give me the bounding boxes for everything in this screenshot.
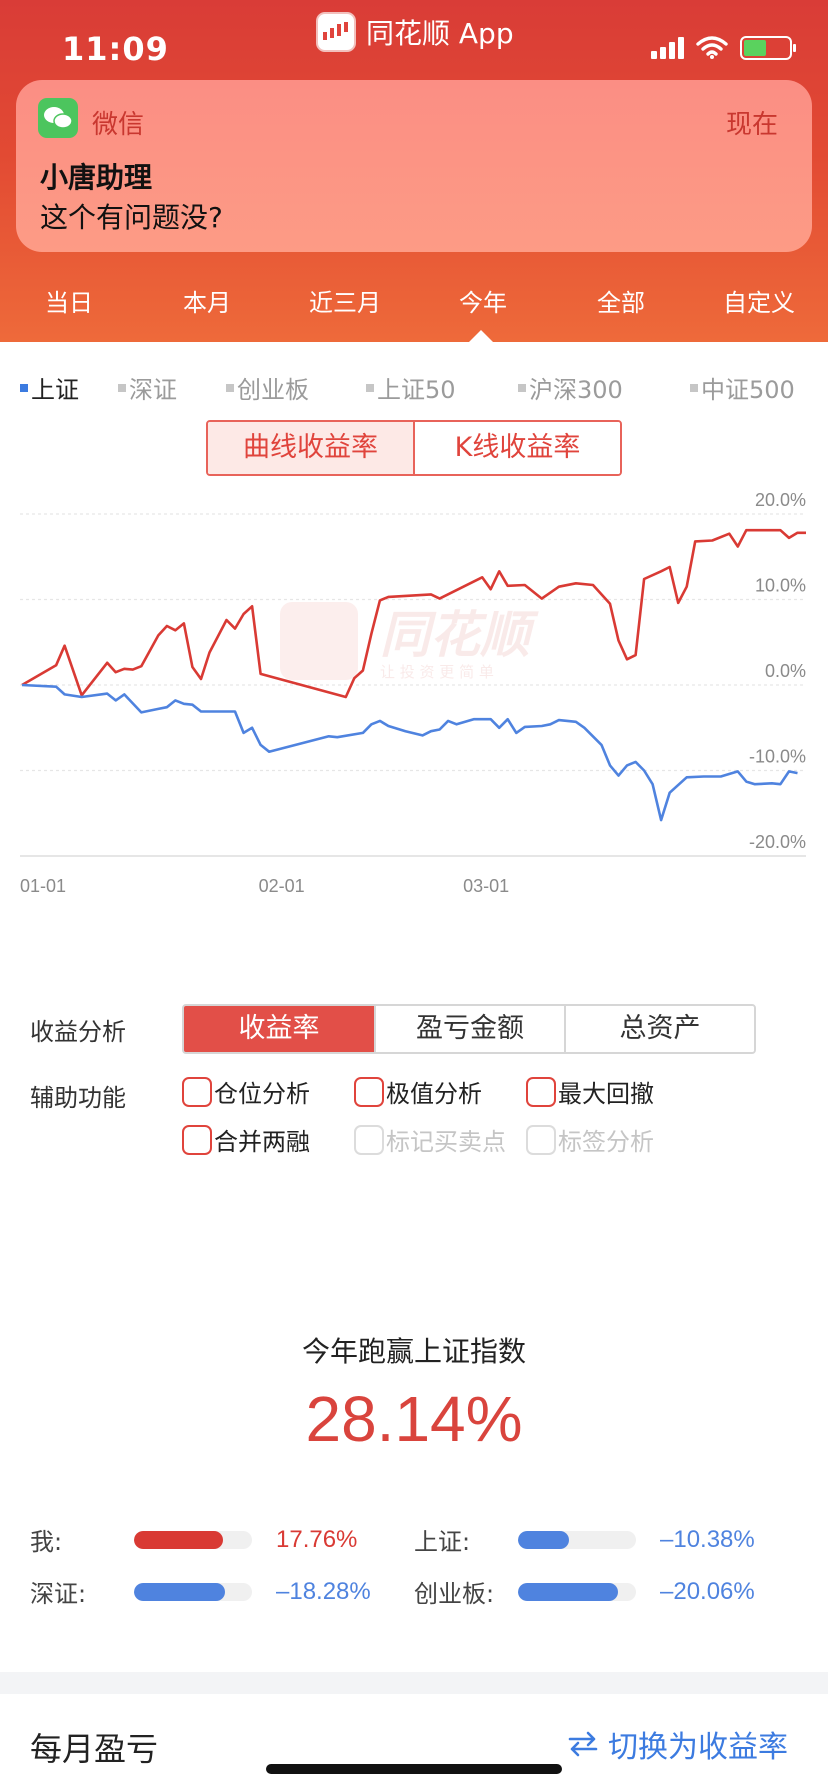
notification-title: 小唐助理 xyxy=(40,161,153,194)
battery-icon xyxy=(740,36,796,60)
outperform-value: 28.14% xyxy=(305,1383,523,1455)
position-analysis-checkbox[interactable]: 仓位分析 xyxy=(182,1074,310,1109)
index-shenzheng[interactable]: 深证 xyxy=(118,370,177,405)
merge-margin-checkbox[interactable]: 合并两融 xyxy=(182,1122,310,1157)
tab-this-year[interactable]: 今年 xyxy=(459,289,507,317)
comparison-bar xyxy=(518,1582,619,1601)
comparison-value: –10.38% xyxy=(660,1525,755,1553)
return-analysis-row: 收益分析 收益率 盈亏金额 总资产 xyxy=(30,1004,756,1054)
comparison-value: 17.76% xyxy=(276,1525,358,1553)
checkbox-icon xyxy=(354,1124,384,1155)
curve-return-button[interactable]: 曲线收益率 xyxy=(208,422,413,474)
wifi-icon xyxy=(696,36,728,59)
index-zz500[interactable]: 中证500 xyxy=(690,370,795,405)
watermark: 同花顺 让 投 资 更 简 单 xyxy=(280,602,539,681)
home-indicator[interactable] xyxy=(266,1764,562,1774)
comparison-chuangyeban: 创业板: –20.06% xyxy=(414,1577,755,1609)
extreme-analysis-checkbox[interactable]: 极值分析 xyxy=(354,1074,482,1109)
comparison-shangzheng: 上证: –10.38% xyxy=(414,1525,755,1557)
status-time: 11:09 xyxy=(62,30,169,68)
checkbox-icon xyxy=(182,1124,212,1155)
comparison-value: –20.06% xyxy=(660,1577,755,1605)
index-return-line xyxy=(21,683,798,822)
status-bar: 11:09 同花顺 App xyxy=(0,0,828,90)
notification-body: 这个有问题没? xyxy=(40,201,223,234)
chart-mode-toggle: 曲线收益率 K线收益率 xyxy=(206,420,622,476)
wechat-icon xyxy=(38,98,78,138)
period-tabs: 当日 本月 近三月 今年 全部 自定义 xyxy=(0,278,828,328)
mark-trade-points-checkbox: 标记买卖点 xyxy=(354,1122,506,1157)
aux-functions-label: 辅助功能 xyxy=(30,1084,126,1112)
wechat-notification[interactable]: 微信 现在 小唐助理 这个有问题没? xyxy=(16,80,812,252)
index-sz50[interactable]: 上证50 xyxy=(366,370,456,405)
my-return-line xyxy=(21,528,806,699)
index-hs300[interactable]: 沪深300 xyxy=(518,370,623,405)
section-divider xyxy=(0,1672,828,1694)
tonghuashun-logo-icon xyxy=(316,12,356,52)
checkbox-icon xyxy=(526,1076,556,1107)
watermark-logo-icon xyxy=(280,602,358,680)
checkbox-icon xyxy=(182,1076,212,1107)
back-to-app[interactable]: 同花顺 App xyxy=(316,12,514,52)
active-tab-caret xyxy=(468,330,494,343)
index-selector: 上证 深证 创业板 上证50 沪深300 中证500 xyxy=(0,342,828,428)
switch-arrows-icon xyxy=(568,1731,598,1757)
chart-svg: 同花顺 让 投 资 更 简 单 20.0% 10.0% 0.0% -10.0% -20.… xyxy=(20,490,806,896)
switch-to-return-button[interactable]: 切换为收益率 xyxy=(566,1722,788,1766)
total-assets-button[interactable]: 总资产 xyxy=(564,1006,754,1052)
x-tick-label: 01-01 xyxy=(20,876,66,896)
tag-analysis-checkbox: 标签分析 xyxy=(526,1122,654,1157)
status-icons xyxy=(651,36,796,60)
watermark-slogan: 让 投 资 更 简 单 xyxy=(380,663,494,681)
index-chuangyeban[interactable]: 创业板 xyxy=(226,370,309,405)
comparison-bar xyxy=(134,1582,225,1601)
notification-app: 微信 xyxy=(92,110,145,140)
comparison-bar xyxy=(134,1530,223,1549)
cellular-signal-icon xyxy=(651,37,684,59)
profit-loss-amount-button[interactable]: 盈亏金额 xyxy=(374,1006,564,1052)
max-drawdown-checkbox[interactable]: 最大回撤 xyxy=(526,1074,654,1109)
watermark-brand: 同花顺 xyxy=(380,606,539,664)
app-name: 同花顺 App xyxy=(366,17,514,50)
y-tick-label: 20.0% xyxy=(755,492,806,510)
monthly-pnl-title: 每月盈亏 xyxy=(30,1730,159,1768)
analysis-segmented-control: 收益率 盈亏金额 总资产 xyxy=(182,1004,756,1054)
x-tick-label: 03-01 xyxy=(463,876,509,896)
comparison-bar xyxy=(518,1530,569,1549)
switch-label: 切换为收益率 xyxy=(608,1730,788,1765)
analysis-label: 收益分析 xyxy=(30,1017,126,1046)
tab-this-month[interactable]: 本月 xyxy=(183,289,231,317)
comparison-me: 我: 17.76% xyxy=(30,1525,358,1557)
y-tick-label: 0.0% xyxy=(765,661,806,681)
notification-time: 现在 xyxy=(725,110,778,140)
tab-today[interactable]: 当日 xyxy=(45,289,93,317)
tab-custom[interactable]: 自定义 xyxy=(723,289,795,317)
comparison-shenzheng: 深证: –18.28% xyxy=(30,1577,371,1609)
tab-three-months[interactable]: 近三月 xyxy=(309,289,381,317)
y-tick-label: -20.0% xyxy=(749,832,806,852)
kline-return-button[interactable]: K线收益率 xyxy=(413,422,620,474)
checkbox-icon xyxy=(354,1076,384,1107)
rate-of-return-button[interactable]: 收益率 xyxy=(184,1006,374,1052)
main-content: 上证 深证 创业板 上证50 沪深300 中证500 曲线收益率 K线收益率 同… xyxy=(0,330,828,1672)
x-tick-label: 02-01 xyxy=(259,876,305,896)
y-tick-label: -10.0% xyxy=(749,747,806,767)
outperform-title: 今年跑赢上证指数 xyxy=(301,1335,526,1368)
y-tick-label: 10.0% xyxy=(755,576,806,596)
return-chart[interactable]: 同花顺 让 投 资 更 简 单 20.0% 10.0% 0.0% -10.0% -20.… xyxy=(0,490,828,912)
comparison-value: –18.28% xyxy=(276,1577,371,1605)
checkbox-icon xyxy=(526,1124,556,1155)
tab-all[interactable]: 全部 xyxy=(597,289,645,317)
index-shangzheng[interactable]: 上证 xyxy=(20,370,79,405)
